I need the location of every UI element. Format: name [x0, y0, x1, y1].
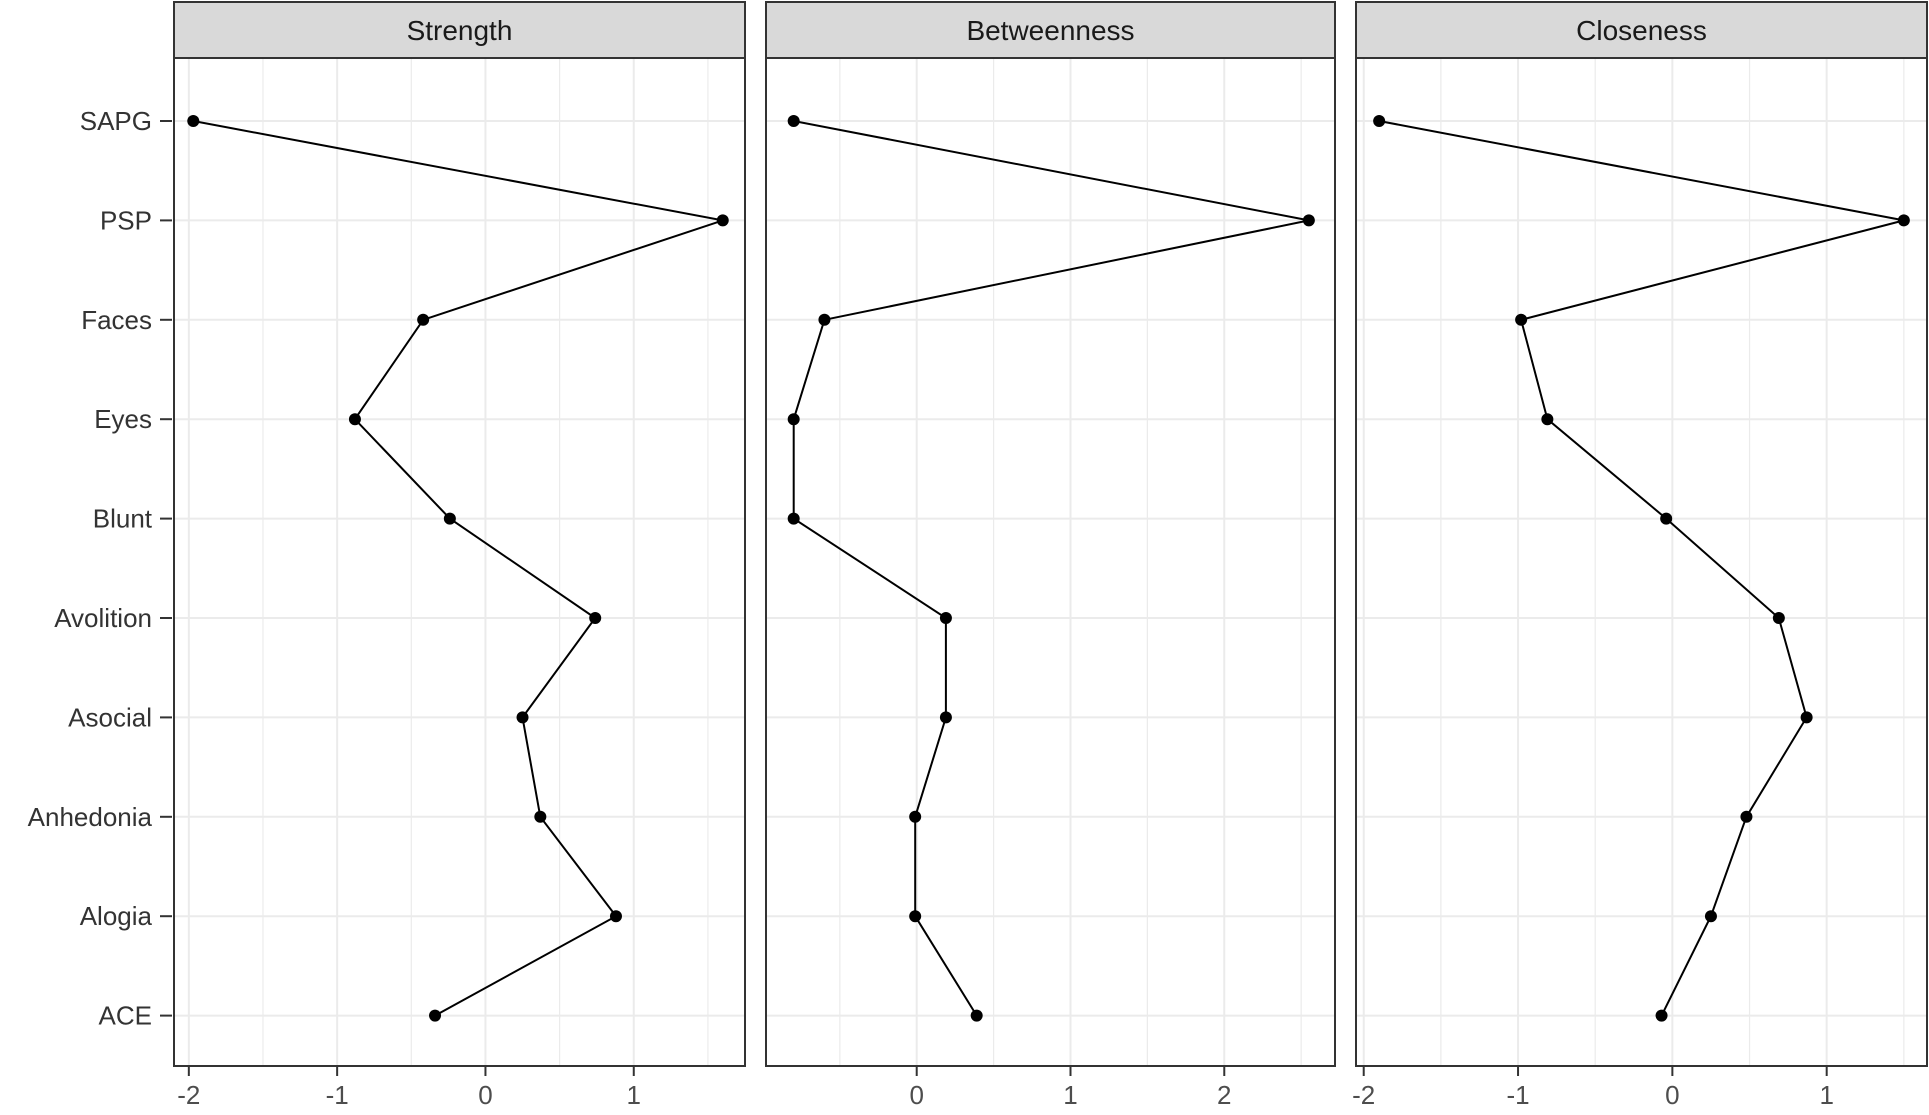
panel-strength: Strength -2 -1 0 1 — [173, 1, 746, 1110]
data-point — [1541, 413, 1554, 426]
data-point — [348, 413, 361, 426]
data-point — [1373, 115, 1386, 127]
data-point — [818, 313, 831, 326]
x-tick-label: -2 — [177, 1080, 200, 1110]
data-point — [589, 612, 602, 624]
x-tick-label: 0 — [909, 1080, 923, 1110]
data-point — [1897, 214, 1910, 227]
x-tick-label: -2 — [1352, 1080, 1375, 1110]
panel-background — [1356, 58, 1927, 1066]
strip-background — [1355, 1, 1928, 59]
data-point — [1302, 214, 1315, 227]
data-point — [187, 115, 200, 127]
y-tick-label: SAPG — [80, 106, 152, 136]
data-point — [787, 512, 800, 525]
y-tick-label: Blunt — [93, 504, 153, 534]
data-point — [716, 214, 729, 227]
data-point — [787, 413, 800, 426]
data-point — [1704, 910, 1717, 923]
x-tick-label: 0 — [478, 1080, 492, 1110]
panel-background — [174, 58, 745, 1066]
y-tick-label: PSP — [100, 205, 152, 235]
data-point — [429, 1009, 442, 1022]
y-tick-label: Avolition — [54, 603, 152, 633]
y-tick-label: Anhedonia — [28, 802, 153, 832]
panel-closeness: Closeness -2 -1 0 1 — [1352, 1, 1928, 1110]
y-tick-label: ACE — [99, 1001, 152, 1031]
data-point — [1772, 612, 1785, 624]
panel-border — [1355, 57, 1928, 1067]
panel-border — [173, 57, 746, 1067]
data-point — [1655, 1009, 1668, 1022]
x-tick-label: 1 — [1819, 1080, 1833, 1110]
y-tick-label: Eyes — [94, 404, 152, 434]
panel-title: Closeness — [1576, 15, 1707, 46]
panel-border — [765, 57, 1336, 1067]
data-point — [609, 910, 622, 923]
y-tick-label: Asocial — [68, 702, 152, 732]
data-point — [939, 612, 952, 624]
data-point — [443, 512, 456, 525]
data-point — [909, 810, 922, 823]
data-point — [909, 910, 922, 923]
x-tick-label: 1 — [1063, 1080, 1077, 1110]
data-point — [1800, 711, 1813, 724]
y-tick-label: Faces — [81, 305, 152, 335]
panel-title: Strength — [407, 15, 513, 46]
data-point — [787, 115, 800, 127]
series-line — [1378, 120, 1905, 1017]
series-line — [792, 120, 1310, 1017]
data-point — [1660, 512, 1673, 525]
y-tick-label: Alogia — [80, 901, 153, 931]
x-tick-label: 0 — [1665, 1080, 1679, 1110]
data-point — [417, 313, 430, 326]
x-tick-label: 1 — [627, 1080, 641, 1110]
panel-betweenness: Betweenness 0 1 2 — [765, 1, 1336, 1110]
panel-title: Betweenness — [966, 15, 1134, 46]
data-point — [939, 711, 952, 724]
data-point — [516, 711, 529, 724]
data-point — [534, 810, 547, 823]
x-tick-label: -1 — [326, 1080, 349, 1110]
x-tick-label: -1 — [1506, 1080, 1529, 1110]
data-point — [970, 1009, 983, 1022]
data-point — [1740, 810, 1753, 823]
data-point — [1515, 313, 1528, 326]
strip-background — [173, 1, 746, 59]
x-tick-label: 2 — [1217, 1080, 1231, 1110]
series-line — [193, 120, 727, 1017]
